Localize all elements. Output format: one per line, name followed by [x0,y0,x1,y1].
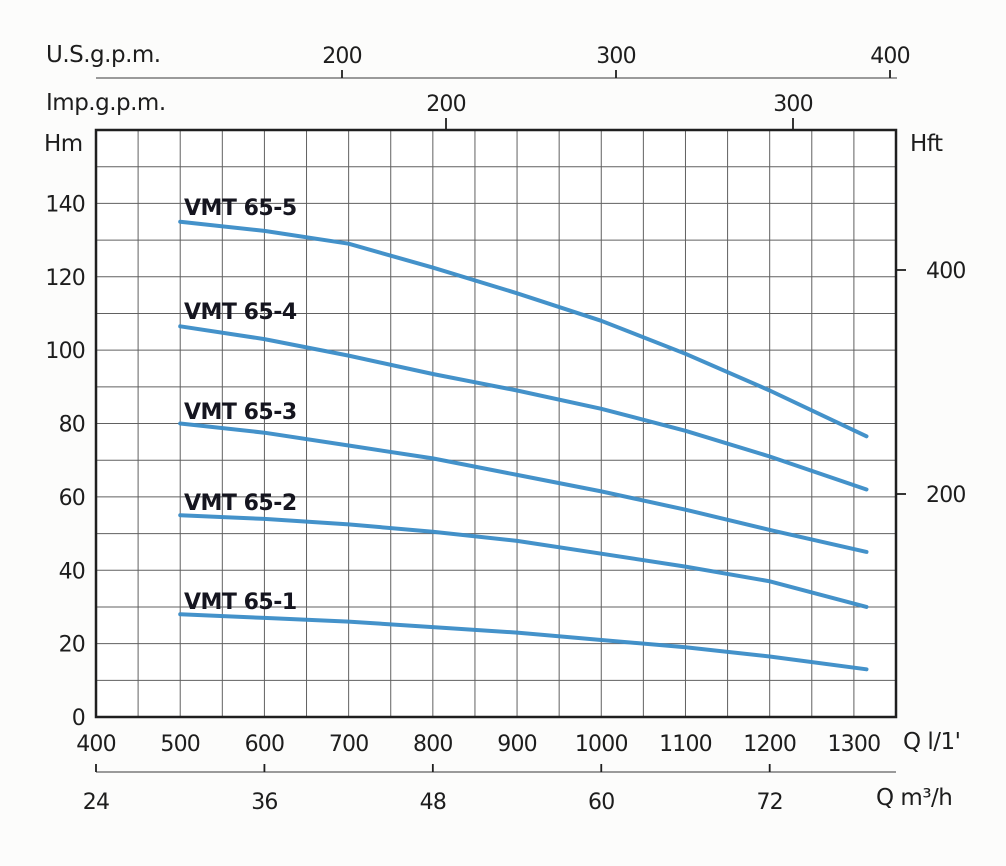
hm-tick-label: 60 [59,486,85,511]
hm-tick-label: 120 [45,266,85,291]
usgpm-tick-label: 300 [596,44,636,69]
impgpm-tick-label: 200 [426,92,466,117]
impgpm-axis-label: Imp.g.p.m. [46,90,166,116]
m3h-tick-label: 60 [588,790,614,815]
usgpm-tick-label: 200 [322,44,362,69]
m3h-tick-label: 48 [420,790,446,815]
hm-tick-label: 40 [59,559,85,584]
hft-tick-label: 200 [926,483,966,508]
hm-tick-label: 80 [59,413,85,438]
lmin-tick-label: 1100 [659,732,712,757]
pump-curve-vmt-65-2 [178,513,869,609]
m3h-tick-label: 24 [83,790,109,815]
usgpm-tick-label: 400 [870,44,910,69]
m3h-tick-label: 36 [251,790,277,815]
lmin-tick-label: 500 [160,732,200,757]
hm-tick-label: 140 [45,192,85,217]
lmin-tick-label: 700 [329,732,369,757]
curve-label-vmt-65-2: VMT 65-2 [184,491,297,516]
lmin-tick-label: 1200 [743,732,796,757]
flow-lmin-axis-label: Q l/1' [903,729,961,755]
pump-curve-vmt-65-1 [178,612,869,672]
lmin-tick-label: 800 [413,732,453,757]
lmin-tick-label: 900 [497,732,537,757]
m3h-tick-label: 72 [756,790,782,815]
hm-tick-label: 100 [45,339,85,364]
hm-tick-label: 0 [72,706,85,731]
lmin-tick-label: 600 [245,732,285,757]
pump-curve-vmt-65-5 [178,219,869,439]
pump-curve-vmt-65-4 [178,324,869,492]
usgpm-axis-label: U.S.g.p.m. [46,42,161,68]
lmin-tick-label: 400 [76,732,116,757]
plot-border [94,128,898,719]
head-feet-axis-label: Hft [910,131,943,157]
lmin-tick-label: 1000 [575,732,628,757]
head-meters-axis-label: Hm [44,131,83,157]
curve-label-vmt-65-1: VMT 65-1 [184,590,297,615]
pump-curve-vmt-65-3 [178,421,869,554]
hm-tick-label: 20 [59,633,85,658]
hft-tick-label: 400 [926,259,966,284]
impgpm-tick-label: 300 [773,92,813,117]
lmin-tick-label: 1300 [827,732,880,757]
flow-m3h-axis-label: Q m³/h [876,785,953,811]
curve-label-vmt-65-3: VMT 65-3 [184,400,297,425]
curve-label-vmt-65-5: VMT 65-5 [184,196,297,221]
curve-label-vmt-65-4: VMT 65-4 [184,300,297,325]
